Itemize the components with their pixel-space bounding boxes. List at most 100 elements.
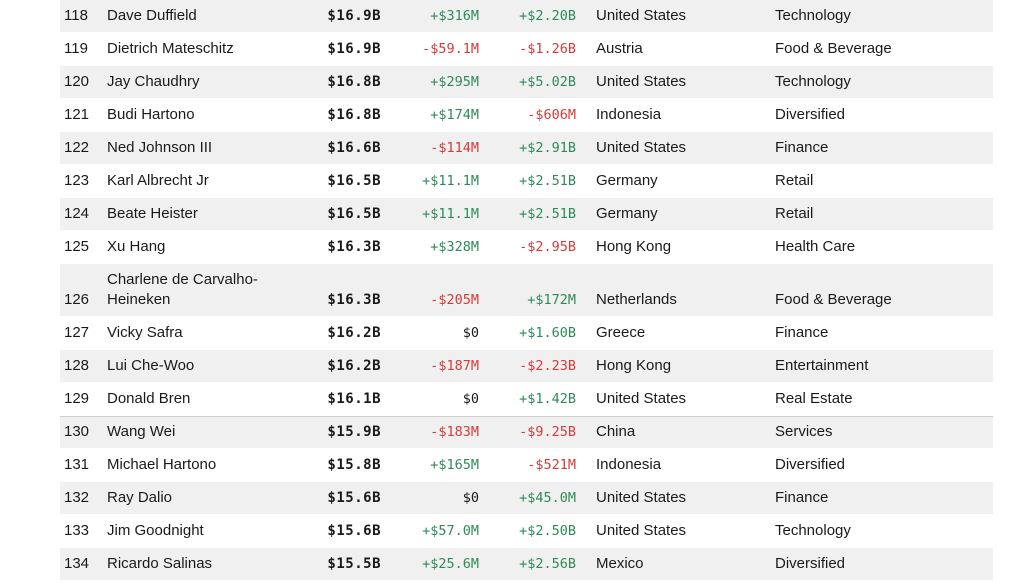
country-cell: Indonesia (596, 456, 662, 473)
table-row[interactable]: 118 Dave Duffield $16.9B +$316M +$2.20B Unite… (60, 0, 993, 33)
rank-cell: 133 (64, 522, 90, 539)
net-worth-cell: $16.5B (327, 206, 381, 222)
ytd-change-cell: +$2.51B (519, 173, 576, 189)
table-row[interactable]: 126 Charlene de Carvalho-Heineken $16.3B -$… (60, 264, 993, 317)
ytd-change-cell: +$172M (527, 292, 576, 308)
industry-cell: Food & Beverage (775, 40, 892, 57)
last-change-cell: -$114M (430, 140, 479, 156)
last-change-cell: +$57.0M (422, 523, 479, 539)
industry-cell: Retail (775, 172, 814, 189)
rank-cell: 134 (64, 555, 90, 572)
ytd-change-cell: +$2.91B (519, 140, 576, 156)
industry-cell: Retail (775, 205, 814, 222)
industry-cell: Diversified (775, 106, 846, 123)
last-change-cell: +$316M (430, 8, 479, 24)
country-cell: United States (596, 522, 687, 539)
last-change-cell: +$25.6M (422, 556, 479, 572)
industry-cell: Technology (775, 73, 851, 90)
name-cell[interactable]: Ned Johnson III (107, 139, 213, 156)
last-change-cell: +$11.1M (422, 206, 479, 222)
ytd-change-cell: +$2.51B (519, 206, 576, 222)
rank-cell: 130 (64, 423, 90, 440)
country-cell: Hong Kong (596, 357, 672, 374)
name-cell[interactable]: Karl Albrecht Jr (107, 172, 209, 189)
last-change-cell: -$187M (430, 358, 479, 374)
last-change-cell: -$205M (430, 292, 479, 308)
name-cell[interactable]: Ray Dalio (107, 489, 173, 506)
table-row[interactable]: 122 Ned Johnson III $16.6B -$114M +$2.91B Uni… (60, 132, 993, 165)
table-row[interactable]: 124 Beate Heister $16.5B +$11.1M +$2.51B Germ… (60, 198, 993, 231)
ytd-change-cell: -$1.26B (519, 41, 576, 57)
country-cell: Hong Kong (596, 238, 672, 255)
name-cell[interactable]: Donald Bren (107, 390, 191, 407)
net-worth-cell: $16.5B (327, 173, 381, 189)
industry-cell: Services (775, 423, 833, 440)
ytd-change-cell: -$2.23B (519, 358, 576, 374)
name-cell[interactable]: Dietrich Mateschitz (107, 40, 234, 57)
country-cell: Indonesia (596, 106, 662, 123)
rank-cell: 127 (64, 324, 90, 341)
country-cell: Netherlands (596, 291, 677, 308)
country-cell: United States (596, 489, 687, 506)
name-cell[interactable]: Wang Wei (107, 423, 176, 440)
last-change-cell: $0 (462, 391, 479, 407)
table-row[interactable]: 121 Budi Hartono $16.8B +$174M -$606M Indones… (60, 99, 993, 132)
name-cell[interactable]: Michael Hartono (107, 456, 217, 473)
rank-cell: 122 (64, 139, 90, 156)
table-row[interactable]: 132 Ray Dalio $15.6B $0 +$45.0M United States… (60, 482, 993, 515)
name-cell[interactable]: Jay Chaudhry (107, 73, 200, 90)
name-cell[interactable]: Xu Hang (107, 238, 166, 255)
net-worth-cell: $16.3B (327, 239, 381, 255)
table-row[interactable]: 133 Jim Goodnight $15.6B +$57.0M +$2.50B Unit… (60, 515, 993, 548)
net-worth-cell: $16.8B (327, 74, 381, 90)
last-change-cell: -$183M (430, 424, 479, 440)
net-worth-cell: $16.8B (327, 107, 381, 123)
net-worth-cell: $16.1B (327, 391, 381, 407)
name-cell[interactable]: Jim Goodnight (107, 522, 204, 539)
rank-cell: 132 (64, 489, 90, 506)
table-row[interactable]: 134 Ricardo Salinas $15.5B +$25.6M +$2.56B Me… (60, 548, 993, 581)
country-cell: Austria (596, 40, 643, 57)
table-row[interactable]: 129 Donald Bren $16.1B $0 +$1.42B United Stat… (60, 383, 993, 416)
ytd-change-cell: -$9.25B (519, 424, 576, 440)
industry-cell: Finance (775, 489, 829, 506)
table-row[interactable]: 127 Vicky Safra $16.2B $0 +$1.60B Greece Finan… (60, 317, 993, 350)
last-change-cell: +$11.1M (422, 173, 479, 189)
last-change-cell: +$295M (430, 74, 479, 90)
net-worth-cell: $16.2B (327, 358, 381, 374)
ytd-change-cell: +$2.20B (519, 8, 576, 24)
name-cell[interactable]: Ricardo Salinas (107, 555, 213, 572)
industry-cell: Finance (775, 324, 829, 341)
rank-cell: 123 (64, 172, 90, 189)
ytd-change-cell: -$521M (527, 457, 576, 473)
last-change-cell: +$174M (430, 107, 479, 123)
table-row[interactable]: 130 Wang Wei $15.9B -$183M -$9.25B China Servi… (60, 416, 993, 449)
rank-cell: 121 (64, 106, 90, 123)
ytd-change-cell: +$45.0M (519, 490, 576, 506)
country-cell: Mexico (596, 555, 644, 572)
net-worth-cell: $16.3B (327, 292, 381, 308)
table-row[interactable]: 128 Lui Che-Woo $16.2B -$187M -$2.23B Hong Ko… (60, 350, 993, 383)
name-cell[interactable]: Lui Che-Woo (107, 357, 195, 374)
name-cell[interactable]: Budi Hartono (107, 106, 195, 123)
net-worth-cell: $15.8B (327, 457, 381, 473)
country-cell: Greece (596, 324, 646, 341)
net-worth-cell: $16.2B (327, 325, 381, 341)
rank-cell: 118 (64, 7, 88, 24)
name-cell[interactable]: Charlene de Carvalho-Heineken (107, 271, 258, 308)
table-row[interactable]: 120 Jay Chaudhry $16.8B +$295M +$5.02B United… (60, 66, 993, 99)
table-row[interactable]: 125 Xu Hang $16.3B +$328M -$2.95B Hong Kong He… (60, 231, 993, 264)
name-cell[interactable]: Beate Heister (107, 205, 198, 222)
table-row[interactable]: 131 Michael Hartono $15.8B +$165M -$521M Indo… (60, 449, 993, 482)
name-cell[interactable]: Vicky Safra (107, 324, 183, 341)
name-cell[interactable]: Dave Duffield (107, 7, 197, 24)
table-row[interactable]: 123 Karl Albrecht Jr $16.5B +$11.1M +$2.51B G… (60, 165, 993, 198)
net-worth-cell: $15.9B (327, 424, 381, 440)
table-row[interactable]: 119 Dietrich Mateschitz $16.9B -$59.1M -$1.2… (60, 33, 993, 66)
rank-cell: 125 (64, 238, 90, 255)
rank-cell: 126 (64, 291, 90, 308)
industry-cell: Diversified (775, 456, 846, 473)
industry-cell: Technology (775, 522, 851, 539)
industry-cell: Entertainment (775, 357, 869, 374)
ytd-change-cell: +$2.56B (519, 556, 576, 572)
